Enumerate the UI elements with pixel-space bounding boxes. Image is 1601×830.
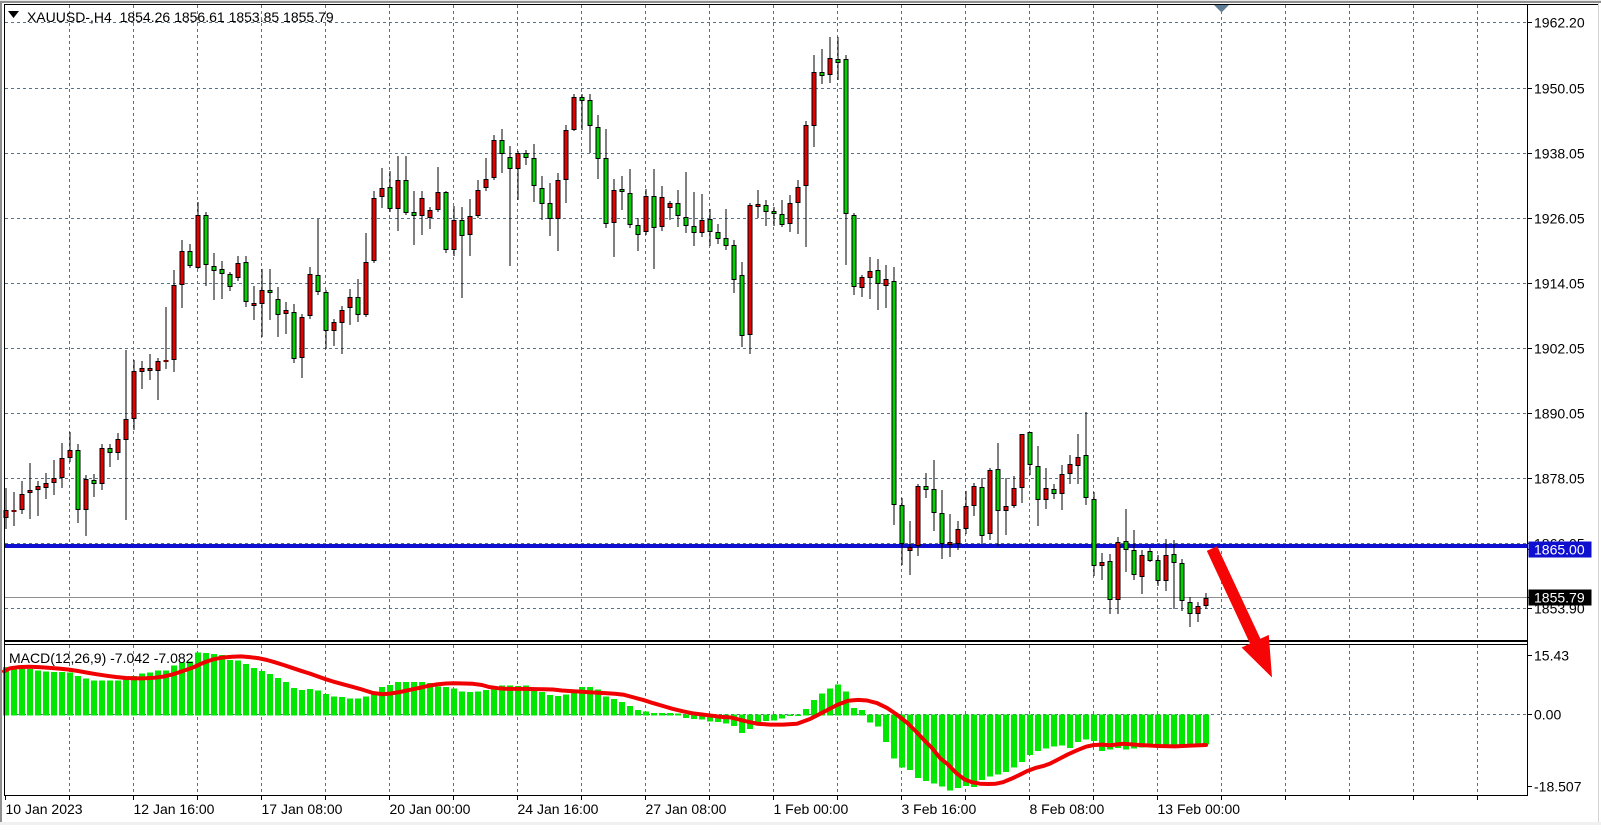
svg-text:1865.00: 1865.00	[1534, 542, 1585, 558]
svg-text:0.00: 0.00	[1534, 707, 1561, 723]
svg-text:XAUUSD-,H4 1854.26 1856.61 18: XAUUSD-,H4 1854.26 1856.61 1853.85 1855.…	[27, 9, 334, 25]
svg-text:17 Jan 08:00: 17 Jan 08:00	[262, 801, 343, 817]
svg-text:13 Feb 00:00: 13 Feb 00:00	[1158, 801, 1241, 817]
svg-text:1914.05: 1914.05	[1534, 276, 1585, 292]
svg-text:8 Feb 08:00: 8 Feb 08:00	[1030, 801, 1105, 817]
svg-text:-18.507: -18.507	[1534, 779, 1582, 795]
svg-text:1855.79: 1855.79	[1534, 590, 1585, 606]
svg-text:10 Jan 2023: 10 Jan 2023	[6, 801, 83, 817]
svg-text:15.43: 15.43	[1534, 648, 1569, 664]
svg-text:12 Jan 16:00: 12 Jan 16:00	[134, 801, 215, 817]
svg-text:1950.05: 1950.05	[1534, 81, 1585, 97]
svg-text:20 Jan 00:00: 20 Jan 00:00	[390, 801, 471, 817]
svg-text:1878.05: 1878.05	[1534, 471, 1585, 487]
svg-text:3 Feb 16:00: 3 Feb 16:00	[902, 801, 977, 817]
svg-text:1962.20: 1962.20	[1534, 15, 1585, 31]
svg-text:1926.05: 1926.05	[1534, 211, 1585, 227]
svg-text:24 Jan 16:00: 24 Jan 16:00	[518, 801, 599, 817]
svg-text:1 Feb 00:00: 1 Feb 00:00	[774, 801, 849, 817]
svg-text:1902.05: 1902.05	[1534, 341, 1585, 357]
svg-text:27 Jan 08:00: 27 Jan 08:00	[646, 801, 727, 817]
svg-text:MACD(12,26,9) -7.042 -7.082: MACD(12,26,9) -7.042 -7.082	[9, 650, 194, 666]
svg-text:1890.05: 1890.05	[1534, 406, 1585, 422]
svg-text:1938.05: 1938.05	[1534, 146, 1585, 162]
